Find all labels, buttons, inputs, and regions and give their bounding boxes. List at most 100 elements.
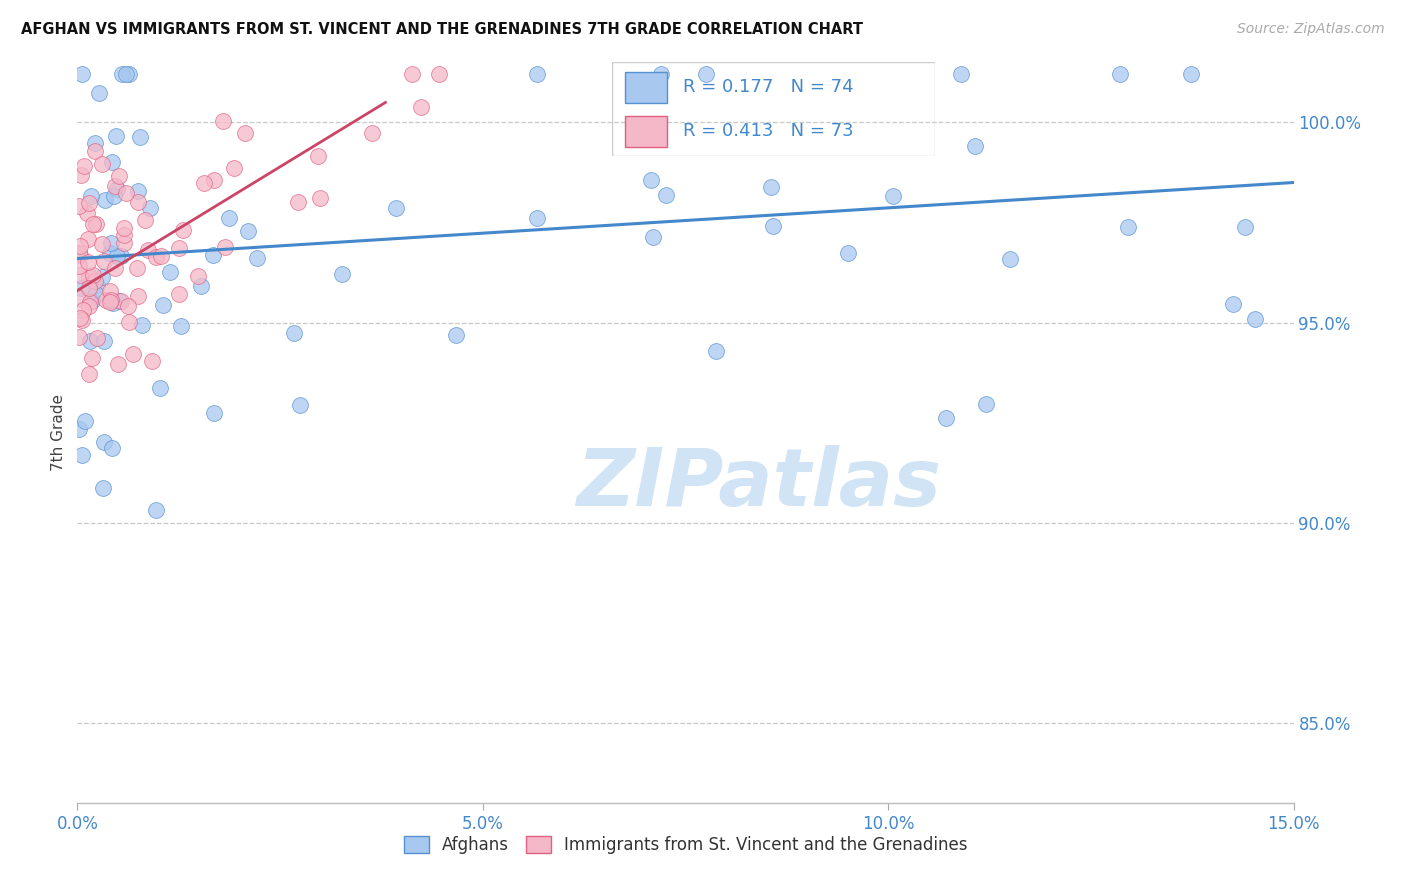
- Point: [1116, 219, 1139, 234]
- Point: [1244, 311, 1267, 326]
- Point: [401, 67, 423, 81]
- Point: [218, 211, 240, 226]
- Point: [67, 291, 90, 305]
- Point: [110, 294, 132, 309]
- Point: [998, 252, 1021, 266]
- Point: [104, 128, 127, 143]
- Point: [409, 100, 432, 114]
- Point: [202, 173, 225, 187]
- Point: [108, 169, 131, 184]
- Y-axis label: 7th Grade: 7th Grade: [51, 394, 66, 471]
- Point: [307, 149, 329, 163]
- Point: [107, 357, 129, 371]
- Point: [882, 189, 904, 203]
- Point: [111, 67, 134, 81]
- Point: [526, 67, 548, 81]
- Point: [91, 481, 114, 495]
- Point: [526, 211, 548, 225]
- Point: [67, 422, 90, 436]
- Point: [79, 294, 101, 309]
- Point: [90, 236, 112, 251]
- Point: [104, 260, 127, 275]
- Point: [127, 289, 149, 303]
- Point: [80, 351, 103, 365]
- Point: [127, 184, 149, 198]
- Point: [427, 67, 450, 81]
- Point: [67, 330, 90, 344]
- Point: [1233, 219, 1256, 234]
- Point: [69, 268, 91, 282]
- Point: [110, 249, 132, 263]
- Point: [84, 217, 107, 231]
- Point: [283, 326, 305, 341]
- Text: AFGHAN VS IMMIGRANTS FROM ST. VINCENT AND THE GRENADINES 7TH GRADE CORRELATION C: AFGHAN VS IMMIGRANTS FROM ST. VINCENT AN…: [21, 22, 863, 37]
- Point: [69, 239, 91, 253]
- Point: [69, 168, 91, 182]
- Point: [77, 195, 100, 210]
- Point: [77, 368, 100, 382]
- Point: [935, 410, 957, 425]
- Point: [224, 161, 246, 175]
- Point: [127, 260, 149, 275]
- Point: [837, 246, 859, 260]
- Point: [70, 67, 93, 81]
- Point: [112, 227, 135, 242]
- Point: [141, 353, 163, 368]
- Point: [1109, 67, 1132, 81]
- Point: [167, 241, 190, 255]
- Point: [73, 159, 96, 173]
- Point: [87, 87, 110, 101]
- Point: [159, 265, 181, 279]
- Point: [640, 173, 662, 187]
- Point: [93, 334, 115, 349]
- Point: [152, 298, 174, 312]
- Point: [105, 249, 128, 263]
- Point: [86, 330, 108, 344]
- Point: [118, 315, 141, 329]
- Point: [654, 188, 676, 202]
- Point: [77, 231, 100, 245]
- Point: [1180, 67, 1202, 81]
- Point: [246, 252, 269, 266]
- Point: [86, 277, 108, 292]
- Point: [122, 346, 145, 360]
- Point: [96, 293, 118, 308]
- Legend: Afghans, Immigrants from St. Vincent and the Grenadines: Afghans, Immigrants from St. Vincent and…: [396, 830, 974, 861]
- Point: [288, 398, 311, 412]
- Text: ZIPatlas: ZIPatlas: [576, 445, 941, 524]
- Point: [139, 202, 162, 216]
- Point: [79, 334, 101, 348]
- Point: [214, 240, 236, 254]
- Point: [84, 136, 107, 151]
- Point: [187, 268, 209, 283]
- Point: [650, 67, 672, 81]
- Point: [150, 249, 173, 263]
- Point: [202, 406, 225, 420]
- Point: [1222, 297, 1244, 311]
- Point: [965, 139, 987, 153]
- Point: [134, 212, 156, 227]
- Point: [361, 126, 384, 140]
- Point: [83, 144, 105, 158]
- Point: [145, 250, 167, 264]
- Point: [169, 319, 191, 334]
- Point: [69, 248, 91, 262]
- Point: [67, 259, 90, 273]
- Point: [101, 296, 124, 310]
- Bar: [624, 72, 666, 103]
- Point: [641, 230, 664, 244]
- Point: [100, 293, 122, 308]
- Point: [172, 222, 194, 236]
- Point: [93, 254, 115, 268]
- Point: [949, 67, 972, 81]
- Point: [446, 327, 468, 342]
- Point: [287, 194, 309, 209]
- Point: [82, 217, 104, 231]
- Point: [167, 287, 190, 301]
- Point: [93, 434, 115, 449]
- Point: [309, 191, 332, 205]
- Point: [695, 67, 717, 81]
- Point: [76, 206, 98, 220]
- Point: [117, 299, 139, 313]
- Point: [145, 503, 167, 517]
